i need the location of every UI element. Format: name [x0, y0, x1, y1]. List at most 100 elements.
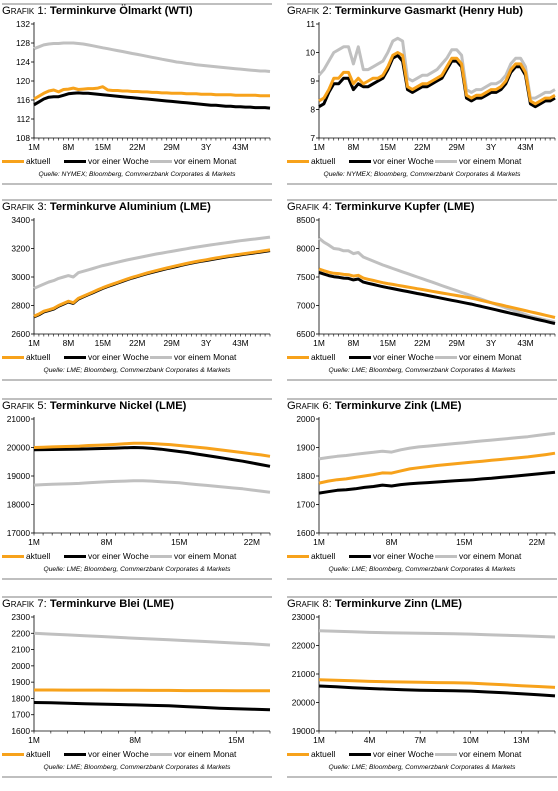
chart-panel-3: Grafik 3: Terminkurve Aluminium (LME) 260…: [2, 199, 272, 389]
y-tick-label: 10: [306, 48, 316, 58]
y-tick-label: 108: [16, 133, 30, 143]
x-tick-label: 15M: [380, 142, 396, 152]
legend-label: vor einem Monat: [174, 156, 237, 166]
legend-item-monat: vor einem Monat: [435, 352, 521, 362]
plot-area: 17000 18000 19000 20000 21000 1M 8M 15M 22M: [7, 414, 271, 547]
x-tick-label: 29M: [449, 142, 465, 152]
chart-title: Grafik 5: Terminkurve Nickel (LME): [2, 400, 186, 412]
legend-label: aktuell: [311, 352, 336, 362]
x-tick-label: 8M: [386, 537, 398, 547]
y-tick-label: 1700: [11, 710, 30, 720]
legend-label: vor einer Woche: [373, 749, 434, 759]
y-tick-label: 116: [17, 95, 31, 105]
y-tick-label: 6500: [296, 329, 315, 339]
bottom-rule: [2, 379, 272, 381]
x-tick-label: 8M: [129, 735, 141, 745]
bottom-rule: [2, 776, 272, 778]
legend-label: vor einer Woche: [373, 156, 434, 166]
chart-legend: aktuell vor einer Woche vor einem Monat: [287, 749, 557, 761]
y-tick-label: 1600: [11, 726, 30, 736]
legend-label: vor einem Monat: [174, 352, 237, 362]
chart-source: Quelle: LME; Bloomberg, Commerzbank Corp…: [43, 566, 231, 573]
legend-label: vor einem Monat: [174, 749, 237, 759]
legend-swatch: [2, 555, 24, 559]
legend-swatch: [64, 160, 86, 164]
y-tick-label: 8: [310, 105, 315, 115]
chart-source: Quelle: LME; Bloomberg, Commerzbank Corp…: [328, 367, 516, 374]
x-tick-label: 29M: [164, 338, 180, 348]
series-line-aktuell: [318, 267, 556, 319]
chart-title-text: Terminkurve Zinn (LME): [334, 598, 463, 610]
bottom-rule: [287, 183, 557, 185]
legend-label: aktuell: [26, 551, 51, 561]
y-tick-label: 8500: [296, 215, 315, 225]
plot-area: 7 8 9 10 11 1M 8M 15M 22M 29M 3Y 43M: [306, 19, 556, 152]
chart-title-text: Terminkurve Ölmarkt (WTI): [49, 5, 193, 17]
legend-item-monat: vor einem Monat: [150, 551, 236, 561]
legend-item-monat: vor einem Monat: [435, 156, 521, 166]
chart-number: Grafik 4:: [287, 201, 335, 213]
chart-title: Grafik 8: Terminkurve Zinn (LME): [287, 598, 462, 610]
x-tick-label: 29M: [449, 338, 465, 348]
y-tick-label: 124: [16, 57, 30, 67]
legend-swatch: [2, 356, 24, 360]
chart-panel-5: Grafik 5: Terminkurve Nickel (LME) 17000 1…: [2, 398, 272, 588]
chart-source: Quelle: LME; Bloomberg, Commerzbank Corp…: [328, 764, 516, 771]
y-tick-label: 2100: [11, 645, 30, 655]
legend-label: vor einem Monat: [174, 551, 237, 561]
series-line-monat: [318, 431, 556, 461]
chart-number: Grafik 6:: [287, 400, 335, 412]
y-tick-label: 2000: [296, 414, 315, 424]
x-tick-label: 22M: [129, 142, 145, 152]
series-line-aktuell: [318, 451, 556, 485]
x-tick-label: 8M: [63, 142, 75, 152]
legend-swatch: [287, 160, 309, 164]
bottom-rule: [287, 379, 557, 381]
legend-label: aktuell: [311, 156, 336, 166]
x-tick-label: 22M: [244, 537, 260, 547]
series-line-aktuell: [318, 678, 556, 689]
legend-item-monat: vor einem Monat: [150, 749, 236, 759]
chart-number: Grafik 1:: [2, 5, 50, 17]
x-tick-label: 22M: [529, 537, 545, 547]
chart-title-text: Terminkurve Zink (LME): [334, 400, 462, 412]
x-tick-label: 1M: [313, 735, 325, 745]
legend-item-aktuell: aktuell: [2, 551, 50, 561]
chart-panel-2: Grafik 2: Terminkurve Gasmarkt (Henry Hu…: [287, 3, 557, 193]
x-tick-label: 7M: [414, 735, 426, 745]
legend-swatch: [150, 555, 172, 559]
y-tick-label: 19000: [292, 726, 316, 736]
y-tick-label: 9: [310, 76, 315, 86]
legend-label: aktuell: [26, 156, 51, 166]
x-tick-label: 15M: [380, 338, 396, 348]
legend-item-monat: vor einem Monat: [435, 749, 521, 759]
legend-item-woche: vor einer Woche: [64, 551, 149, 561]
chart-number: Grafik 5:: [2, 400, 50, 412]
x-tick-label: 8M: [348, 338, 360, 348]
legend-swatch: [64, 555, 86, 559]
series-line-woche: [33, 701, 271, 712]
top-rule: [287, 199, 557, 201]
y-tick-label: 22000: [292, 641, 316, 651]
x-tick-label: 43M: [517, 142, 533, 152]
chart-title: Grafik 6: Terminkurve Zink (LME): [287, 400, 461, 412]
top-rule: [2, 199, 272, 201]
x-tick-label: 15M: [95, 142, 111, 152]
legend-label: vor einem Monat: [459, 551, 522, 561]
chart-number: Grafik 3:: [2, 201, 50, 213]
legend-label: aktuell: [26, 749, 51, 759]
y-tick-label: 21000: [7, 414, 31, 424]
legend-label: vor einer Woche: [88, 551, 149, 561]
top-rule: [2, 596, 272, 598]
legend-swatch: [150, 356, 172, 360]
chart-legend: aktuell vor einer Woche vor einem Monat: [287, 551, 557, 563]
legend-swatch: [349, 555, 371, 559]
x-tick-label: 3Y: [201, 338, 212, 348]
y-tick-label: 7500: [296, 272, 315, 282]
x-tick-label: 22M: [414, 338, 430, 348]
x-tick-label: 1M: [28, 142, 40, 152]
y-tick-label: 3400: [11, 215, 30, 225]
legend-item-aktuell: aktuell: [287, 749, 335, 759]
chart-number: Grafik 7:: [2, 598, 50, 610]
chart-panel-6: Grafik 6: Terminkurve Zink (LME) 1600 1700…: [287, 398, 557, 588]
